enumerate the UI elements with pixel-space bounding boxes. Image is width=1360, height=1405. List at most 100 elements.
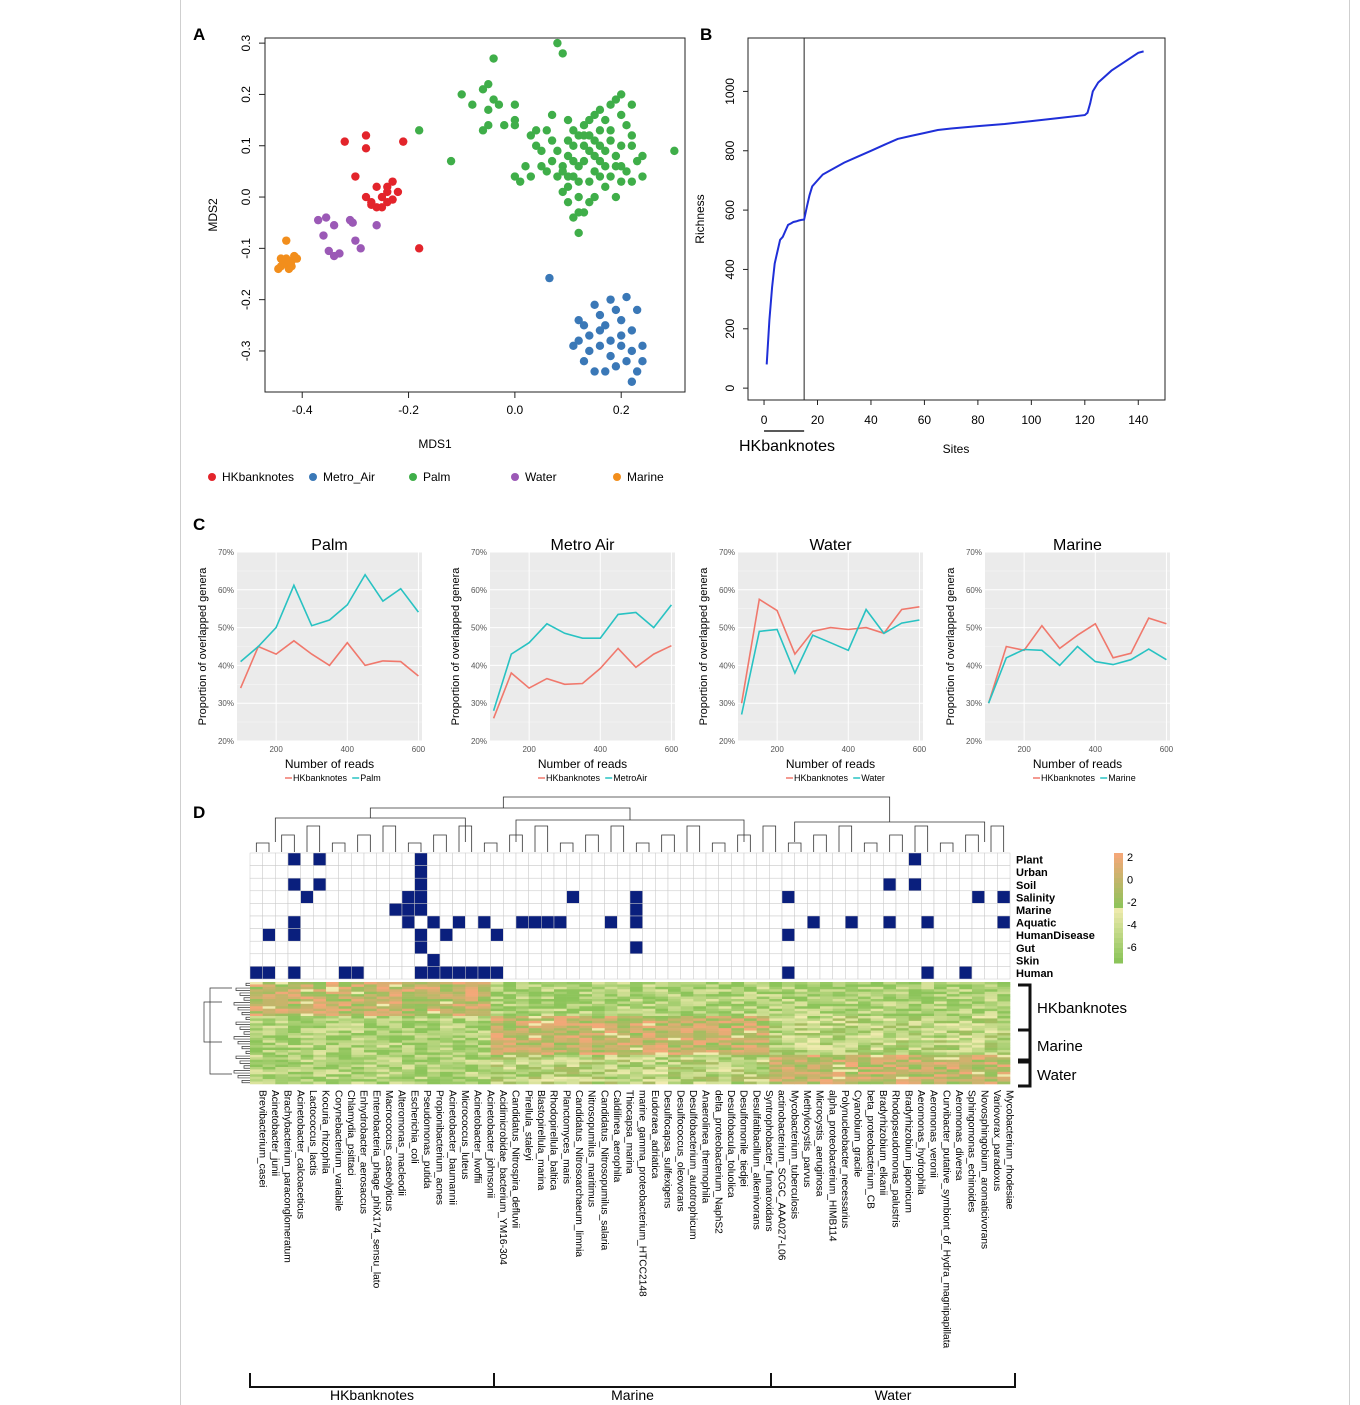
heatmap-cell	[997, 1040, 1011, 1044]
presence-cell	[604, 966, 618, 980]
heatmap-cell	[693, 989, 707, 993]
heatmap-cell	[668, 1079, 681, 1082]
data-point-palm	[542, 167, 551, 176]
heatmap-cell	[997, 1042, 1011, 1046]
heatmap-cell	[427, 1028, 441, 1031]
heatmap-cell	[351, 1042, 365, 1046]
heatmap-cell	[655, 1008, 669, 1012]
color-scale-swatch	[1114, 858, 1123, 864]
presence-cell	[275, 852, 289, 866]
heatmap-cell	[579, 1008, 593, 1012]
heatmap-cell	[440, 1079, 453, 1082]
color-scale-label: -4	[1127, 920, 1137, 932]
heatmap-cell	[452, 1062, 466, 1065]
presence-cell	[389, 903, 403, 917]
heatmap-cell	[731, 1067, 745, 1070]
presence-cell	[313, 903, 327, 917]
heatmap-cell	[921, 982, 935, 985]
heatmap-cell	[313, 1081, 327, 1085]
heatmap-cell	[478, 1018, 491, 1022]
presence-cell	[743, 890, 757, 904]
heatmap-cell	[275, 1047, 289, 1051]
heatmap-cell	[870, 1003, 884, 1007]
data-point-palm	[478, 126, 488, 135]
heatmap-cell	[364, 1071, 377, 1075]
category-row-label: Urban	[1016, 867, 1048, 879]
heatmap-cell	[364, 1025, 377, 1029]
heatmap-cell	[706, 1047, 719, 1051]
heatmap-cell	[427, 1016, 441, 1019]
heatmap-cell	[503, 999, 517, 1002]
data-point-water	[329, 221, 339, 230]
heatmap-cell	[351, 1064, 365, 1068]
heatmap-cell	[782, 1071, 795, 1075]
heatmap-cell	[693, 982, 707, 985]
presence-cell	[363, 890, 377, 904]
heatmap-cell	[972, 1050, 985, 1053]
presence-cell	[262, 915, 276, 929]
heatmap-cell	[630, 1030, 643, 1034]
heatmap-cell	[364, 1074, 377, 1078]
presence-cell	[591, 928, 605, 942]
heatmap-cell	[756, 1025, 770, 1029]
presence-cell	[503, 903, 517, 917]
heatmap-cell	[693, 986, 707, 990]
y-tick-label: 0.1	[239, 137, 253, 154]
heatmap-cell	[668, 1006, 681, 1010]
heatmap-cell	[465, 1059, 479, 1063]
heatmap-cell	[452, 1033, 466, 1036]
heatmap-cell	[326, 1047, 339, 1051]
heatmap-cell	[541, 1033, 555, 1036]
heatmap-cell	[706, 1008, 719, 1012]
presence-cell	[693, 940, 707, 955]
heatmap-cell	[541, 986, 555, 990]
heatmap-cell	[984, 1042, 998, 1046]
heatmap-cell	[997, 986, 1011, 990]
heatmap-cell	[832, 1076, 846, 1080]
heatmap-cell	[820, 1067, 833, 1070]
presence-cell	[617, 966, 631, 980]
heatmap-cell	[376, 1030, 390, 1034]
data-point-metro_air	[579, 321, 589, 330]
legend-marker-palm	[409, 473, 417, 481]
heatmap-cell	[554, 1018, 567, 1022]
presence-cell	[287, 903, 301, 917]
heatmap-cell	[984, 1018, 998, 1022]
heatmap-cell	[794, 1016, 808, 1019]
presence-cell	[857, 903, 871, 917]
heatmap-cell	[326, 1033, 339, 1036]
heatmap-cell	[972, 1071, 985, 1075]
presence-cell	[857, 877, 871, 892]
category-row-label: HumanDisease	[1016, 930, 1095, 942]
heatmap-cell	[414, 991, 428, 995]
heatmap-cell	[414, 1071, 428, 1075]
heatmap-cell	[997, 1025, 1011, 1029]
heatmap-cell	[427, 1018, 441, 1022]
heatmap-cell	[668, 996, 681, 1000]
heatmap-cell	[972, 989, 985, 993]
heatmap-cell	[262, 1069, 276, 1073]
heatmap-cell	[490, 1037, 504, 1041]
data-point-palm	[574, 177, 583, 186]
heatmap-cell	[351, 986, 365, 990]
heatmap-cell	[997, 994, 1011, 997]
data-point-palm	[611, 192, 621, 202]
heatmap-cell	[351, 1030, 365, 1034]
presence-cell	[528, 865, 542, 879]
heatmap-cell	[997, 1001, 1011, 1005]
heatmap-cell	[326, 1008, 339, 1012]
presence-cell	[870, 928, 884, 942]
heatmap-cell	[579, 1035, 593, 1039]
heatmap-cell	[756, 1076, 770, 1080]
presence-cell	[579, 852, 593, 866]
presence-cell	[249, 928, 263, 942]
heatmap-cell	[655, 1062, 669, 1065]
heatmap-cell	[490, 1054, 504, 1058]
heatmap-cell	[478, 1057, 491, 1061]
heatmap-cell	[630, 989, 643, 993]
heatmap-cell	[744, 1008, 757, 1012]
heatmap-cell	[427, 1054, 441, 1058]
presence-cell	[579, 865, 593, 879]
heatmap-cell	[908, 1030, 922, 1034]
presence-cell	[389, 966, 403, 980]
